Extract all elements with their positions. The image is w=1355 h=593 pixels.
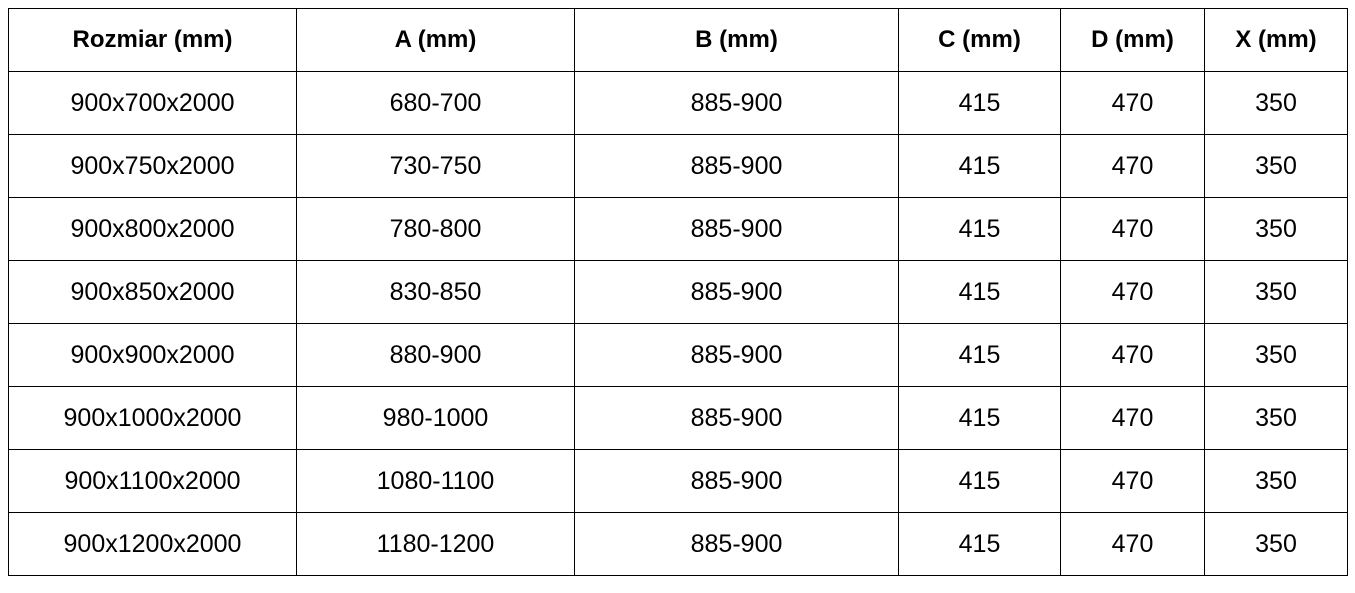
cell-x: 350 <box>1204 323 1348 387</box>
table-row: 900x1100x2000 1080-1100 885-900 415 470 350 <box>8 449 1348 513</box>
cell-a: 730-750 <box>296 134 575 198</box>
cell-d: 470 <box>1060 260 1205 324</box>
cell-a: 880-900 <box>296 323 575 387</box>
table-row: 900x800x2000 780-800 885-900 415 470 350 <box>8 197 1348 261</box>
cell-c: 415 <box>898 449 1061 513</box>
header-row: Rozmiar (mm) A (mm) B (mm) C (mm) D (mm) X (m… <box>8 8 1348 72</box>
cell-d: 470 <box>1060 323 1205 387</box>
column-header-d: D (mm) <box>1060 8 1205 72</box>
cell-size: 900x900x2000 <box>8 323 297 387</box>
column-header-a: A (mm) <box>296 8 575 72</box>
cell-a: 680-700 <box>296 71 575 135</box>
cell-c: 415 <box>898 512 1061 576</box>
cell-size: 900x700x2000 <box>8 71 297 135</box>
cell-size: 900x1200x2000 <box>8 512 297 576</box>
column-header-x: X (mm) <box>1204 8 1348 72</box>
table-row: 900x1000x2000 980-1000 885-900 415 470 350 <box>8 386 1348 450</box>
cell-b: 885-900 <box>574 197 899 261</box>
table-row: 900x850x2000 830-850 885-900 415 470 350 <box>8 260 1348 324</box>
cell-b: 885-900 <box>574 134 899 198</box>
column-header-size: Rozmiar (mm) <box>8 8 297 72</box>
cell-size: 900x850x2000 <box>8 260 297 324</box>
cell-d: 470 <box>1060 197 1205 261</box>
cell-size: 900x750x2000 <box>8 134 297 198</box>
cell-c: 415 <box>898 197 1061 261</box>
cell-b: 885-900 <box>574 512 899 576</box>
dimensions-table: Rozmiar (mm) A (mm) B (mm) C (mm) D (mm) X (m… <box>8 8 1348 576</box>
cell-d: 470 <box>1060 71 1205 135</box>
cell-size: 900x800x2000 <box>8 197 297 261</box>
cell-c: 415 <box>898 386 1061 450</box>
cell-x: 350 <box>1204 449 1348 513</box>
cell-d: 470 <box>1060 449 1205 513</box>
cell-a: 980-1000 <box>296 386 575 450</box>
cell-c: 415 <box>898 323 1061 387</box>
table-row: 900x900x2000 880-900 885-900 415 470 350 <box>8 323 1348 387</box>
cell-x: 350 <box>1204 197 1348 261</box>
column-header-c: C (mm) <box>898 8 1061 72</box>
cell-x: 350 <box>1204 71 1348 135</box>
cell-d: 470 <box>1060 386 1205 450</box>
cell-a: 1180-1200 <box>296 512 575 576</box>
cell-d: 470 <box>1060 512 1205 576</box>
cell-x: 350 <box>1204 512 1348 576</box>
cell-b: 885-900 <box>574 323 899 387</box>
cell-c: 415 <box>898 134 1061 198</box>
cell-x: 350 <box>1204 386 1348 450</box>
cell-b: 885-900 <box>574 260 899 324</box>
cell-d: 470 <box>1060 134 1205 198</box>
cell-x: 350 <box>1204 134 1348 198</box>
table-row: 900x1200x2000 1180-1200 885-900 415 470 350 <box>8 512 1348 576</box>
cell-x: 350 <box>1204 260 1348 324</box>
cell-a: 780-800 <box>296 197 575 261</box>
cell-c: 415 <box>898 71 1061 135</box>
cell-b: 885-900 <box>574 71 899 135</box>
cell-a: 1080-1100 <box>296 449 575 513</box>
cell-size: 900x1100x2000 <box>8 449 297 513</box>
cell-a: 830-850 <box>296 260 575 324</box>
cell-b: 885-900 <box>574 386 899 450</box>
column-header-b: B (mm) <box>574 8 899 72</box>
cell-b: 885-900 <box>574 449 899 513</box>
table-row: 900x750x2000 730-750 885-900 415 470 350 <box>8 134 1348 198</box>
cell-size: 900x1000x2000 <box>8 386 297 450</box>
cell-c: 415 <box>898 260 1061 324</box>
table-row: 900x700x2000 680-700 885-900 415 470 350 <box>8 71 1348 135</box>
